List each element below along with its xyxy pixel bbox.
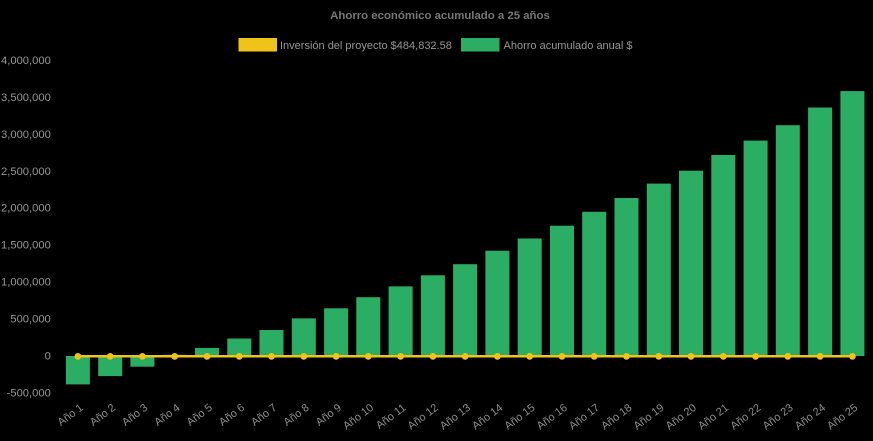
svg-text:3,500,000: 3,500,000 bbox=[1, 92, 51, 104]
svg-text:500,000: 500,000 bbox=[10, 314, 50, 326]
svg-text:-500,000: -500,000 bbox=[7, 387, 51, 399]
svg-text:2,500,000: 2,500,000 bbox=[1, 166, 51, 178]
svg-text:4,000,000: 4,000,000 bbox=[1, 55, 51, 67]
svg-text:Ahorro económico acumulado a 2: Ahorro económico acumulado a 25 años bbox=[330, 10, 550, 22]
svg-text:3,000,000: 3,000,000 bbox=[1, 129, 51, 141]
svg-text:1,000,000: 1,000,000 bbox=[1, 277, 51, 289]
svg-text:Inversión del proyecto $484,83: Inversión del proyecto $484,832.58 bbox=[280, 40, 452, 52]
svg-text:1,500,000: 1,500,000 bbox=[1, 240, 51, 252]
svg-text:Ahorro acumulado anual $: Ahorro acumulado anual $ bbox=[504, 40, 633, 52]
svg-text:2,000,000: 2,000,000 bbox=[1, 203, 51, 215]
svg-text:0: 0 bbox=[45, 351, 51, 363]
